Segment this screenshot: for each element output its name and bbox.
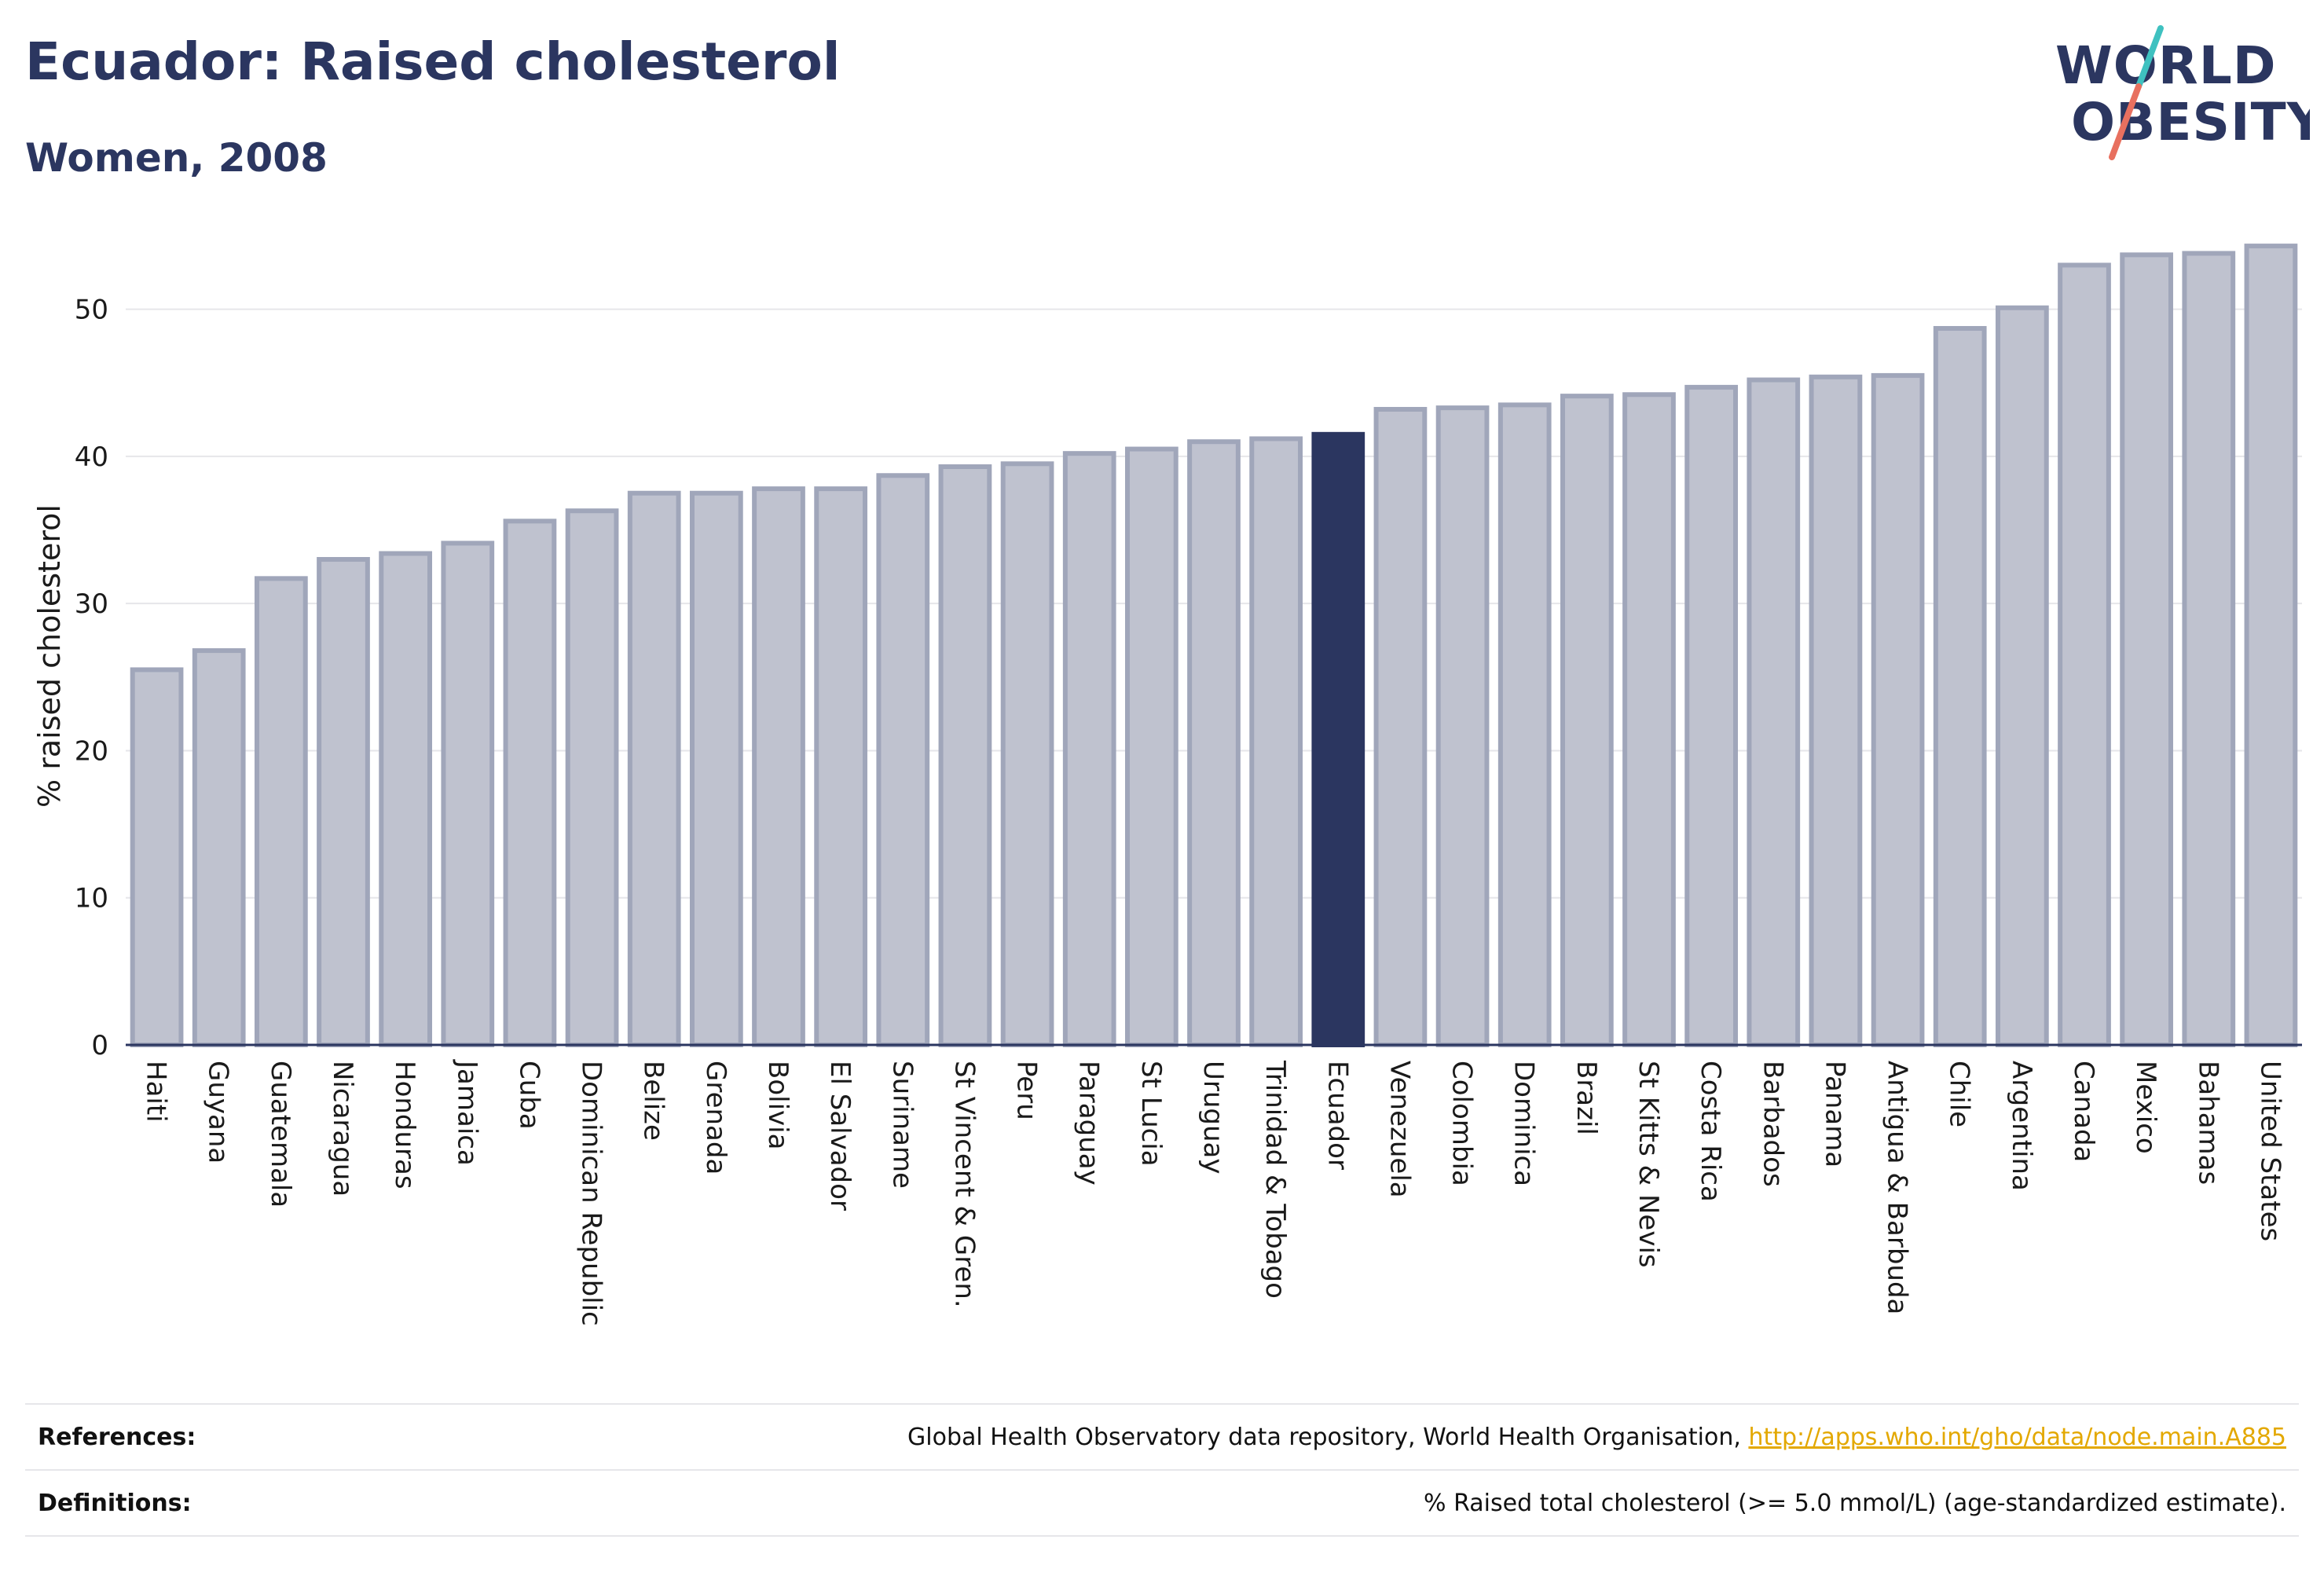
bar-paraguay bbox=[1062, 451, 1116, 1047]
bar-guyana bbox=[192, 648, 246, 1047]
x-tick-label: Cuba bbox=[513, 1061, 544, 1130]
x-tick-label: Belize bbox=[638, 1061, 669, 1141]
x-tick-label: St Lucia bbox=[1135, 1061, 1167, 1167]
bar-st-lucia bbox=[1124, 446, 1178, 1047]
chart-title: Ecuador: Raised cholesterol bbox=[25, 31, 841, 92]
bar-chart: 0 10 20 30 40 50 % raised cholesterol Haiti Guya… bbox=[32, 244, 2302, 1326]
definitions-text: % Raised total cholesterol (>= 5.0 mmol/… bbox=[1424, 1489, 2286, 1517]
bar-st-kitts-nevis bbox=[1622, 392, 1676, 1048]
references-row: References: Global Health Observatory da… bbox=[25, 1403, 2299, 1469]
bar-nicaragua bbox=[317, 557, 370, 1047]
bar-costa-rica bbox=[1684, 384, 1739, 1047]
bar-mexico bbox=[2120, 252, 2174, 1047]
x-tick-label: St Vincent & Gren. bbox=[948, 1061, 980, 1308]
references-link[interactable]: http://apps.who.int/gho/data/node.main.A… bbox=[1748, 1423, 2286, 1451]
x-tick-label: Chile bbox=[1944, 1061, 1975, 1127]
bar-honduras bbox=[379, 551, 433, 1047]
bar-el-salvador bbox=[814, 486, 868, 1047]
logo-slash-coral bbox=[2109, 83, 2142, 160]
y-axis-label: % raised cholesterol bbox=[32, 504, 67, 808]
x-tick-label: Panama bbox=[1819, 1061, 1850, 1167]
x-tick-label: Nicaragua bbox=[327, 1061, 358, 1197]
bar-ecuador bbox=[1311, 431, 1365, 1047]
definitions-row: Definitions: % Raised total cholesterol … bbox=[25, 1469, 2299, 1535]
x-tick-label: Guatemala bbox=[265, 1061, 296, 1208]
x-tick-label: Grenada bbox=[700, 1061, 731, 1175]
x-tick-label: Colombia bbox=[1446, 1061, 1478, 1186]
bar-barbados bbox=[1747, 377, 1801, 1047]
x-tick-label: United States bbox=[2254, 1061, 2286, 1241]
x-tick-label: Barbados bbox=[1757, 1061, 1788, 1187]
bar-jamaica bbox=[441, 541, 495, 1047]
bar-dominica bbox=[1497, 402, 1552, 1047]
bar-uruguay bbox=[1187, 439, 1241, 1047]
x-tick-label: Costa Rica bbox=[1695, 1061, 1726, 1202]
x-tick-label: Peru bbox=[1011, 1061, 1043, 1120]
x-tick-label: Honduras bbox=[389, 1061, 420, 1189]
bar-belize bbox=[627, 490, 681, 1047]
x-tick-label: Dominican Republic bbox=[576, 1061, 607, 1326]
bar-colombia bbox=[1435, 405, 1490, 1047]
references-label: References: bbox=[38, 1423, 196, 1451]
world-obesity-logo: WORLD OBESITY bbox=[2055, 25, 2310, 160]
x-tick-label: Bahamas bbox=[2192, 1061, 2223, 1185]
y-tick-label: 10 bbox=[75, 883, 108, 914]
bar-peru bbox=[1000, 461, 1054, 1047]
y-tick-label: 50 bbox=[75, 295, 108, 326]
bar-antigua-barbuda bbox=[1871, 372, 1925, 1047]
bar-argentina bbox=[1995, 305, 2049, 1048]
bar-dominican-republic bbox=[565, 508, 619, 1047]
x-tick-label: Haiti bbox=[141, 1061, 172, 1123]
x-tick-label: Bolivia bbox=[762, 1061, 794, 1149]
x-tick-label: Trinidad & Tobago bbox=[1259, 1060, 1291, 1299]
bar-bolivia bbox=[752, 486, 805, 1047]
definitions-label: Definitions: bbox=[38, 1489, 192, 1517]
references-value: Global Health Observatory data repositor… bbox=[907, 1424, 2286, 1451]
logo-line1: WORLD bbox=[2055, 35, 2277, 96]
bar-brazil bbox=[1560, 394, 1614, 1047]
chart-subtitle: Women, 2008 bbox=[25, 135, 328, 181]
bar-bahamas bbox=[2182, 251, 2236, 1047]
x-tick-label: Ecuador bbox=[1321, 1061, 1353, 1170]
x-tick-label: Brazil bbox=[1571, 1061, 1602, 1135]
references-text: Global Health Observatory data repositor… bbox=[907, 1423, 1749, 1451]
footer-divider bbox=[25, 1535, 2299, 1537]
bar-panama bbox=[1809, 374, 1863, 1048]
bar-chile bbox=[1933, 325, 1987, 1047]
bar-suriname bbox=[876, 473, 930, 1047]
bar-cuba bbox=[503, 519, 557, 1047]
bar-venezuela bbox=[1373, 406, 1428, 1047]
bar-guatemala bbox=[254, 576, 308, 1047]
x-tick-label: Suriname bbox=[886, 1061, 918, 1189]
x-tick-label: Guyana bbox=[203, 1061, 234, 1164]
logo-slash-teal bbox=[2135, 25, 2164, 90]
x-tick-label: El Salvador bbox=[824, 1061, 856, 1211]
y-tick-label: 40 bbox=[75, 442, 108, 473]
x-tick-label: Venezuela bbox=[1384, 1061, 1415, 1198]
bar-grenada bbox=[689, 490, 743, 1047]
bar-st-vincent-gren- bbox=[938, 464, 992, 1047]
bar-trinidad-tobago bbox=[1249, 436, 1303, 1047]
bar-haiti bbox=[130, 667, 184, 1047]
y-tick-label: 0 bbox=[91, 1030, 108, 1061]
bar-united-states bbox=[2244, 244, 2298, 1048]
logo-line2: OBESITY bbox=[2071, 92, 2310, 152]
x-tick-label: Argentina bbox=[2006, 1061, 2037, 1191]
x-tick-label: Antigua & Barbuda bbox=[1882, 1061, 1913, 1314]
bar-canada bbox=[2058, 262, 2111, 1048]
x-tick-label: Dominica bbox=[1508, 1061, 1540, 1186]
x-tick-label: St Kitts & Nevis bbox=[1633, 1061, 1664, 1268]
x-tick-label: Jamaica bbox=[451, 1059, 482, 1166]
y-tick-label: 30 bbox=[75, 588, 108, 620]
x-tick-label: Paraguay bbox=[1073, 1061, 1105, 1186]
x-tick-label: Uruguay bbox=[1197, 1061, 1229, 1175]
x-tick-label: Canada bbox=[2068, 1061, 2099, 1162]
x-tick-label: Mexico bbox=[2130, 1061, 2161, 1154]
y-tick-label: 20 bbox=[75, 735, 108, 767]
